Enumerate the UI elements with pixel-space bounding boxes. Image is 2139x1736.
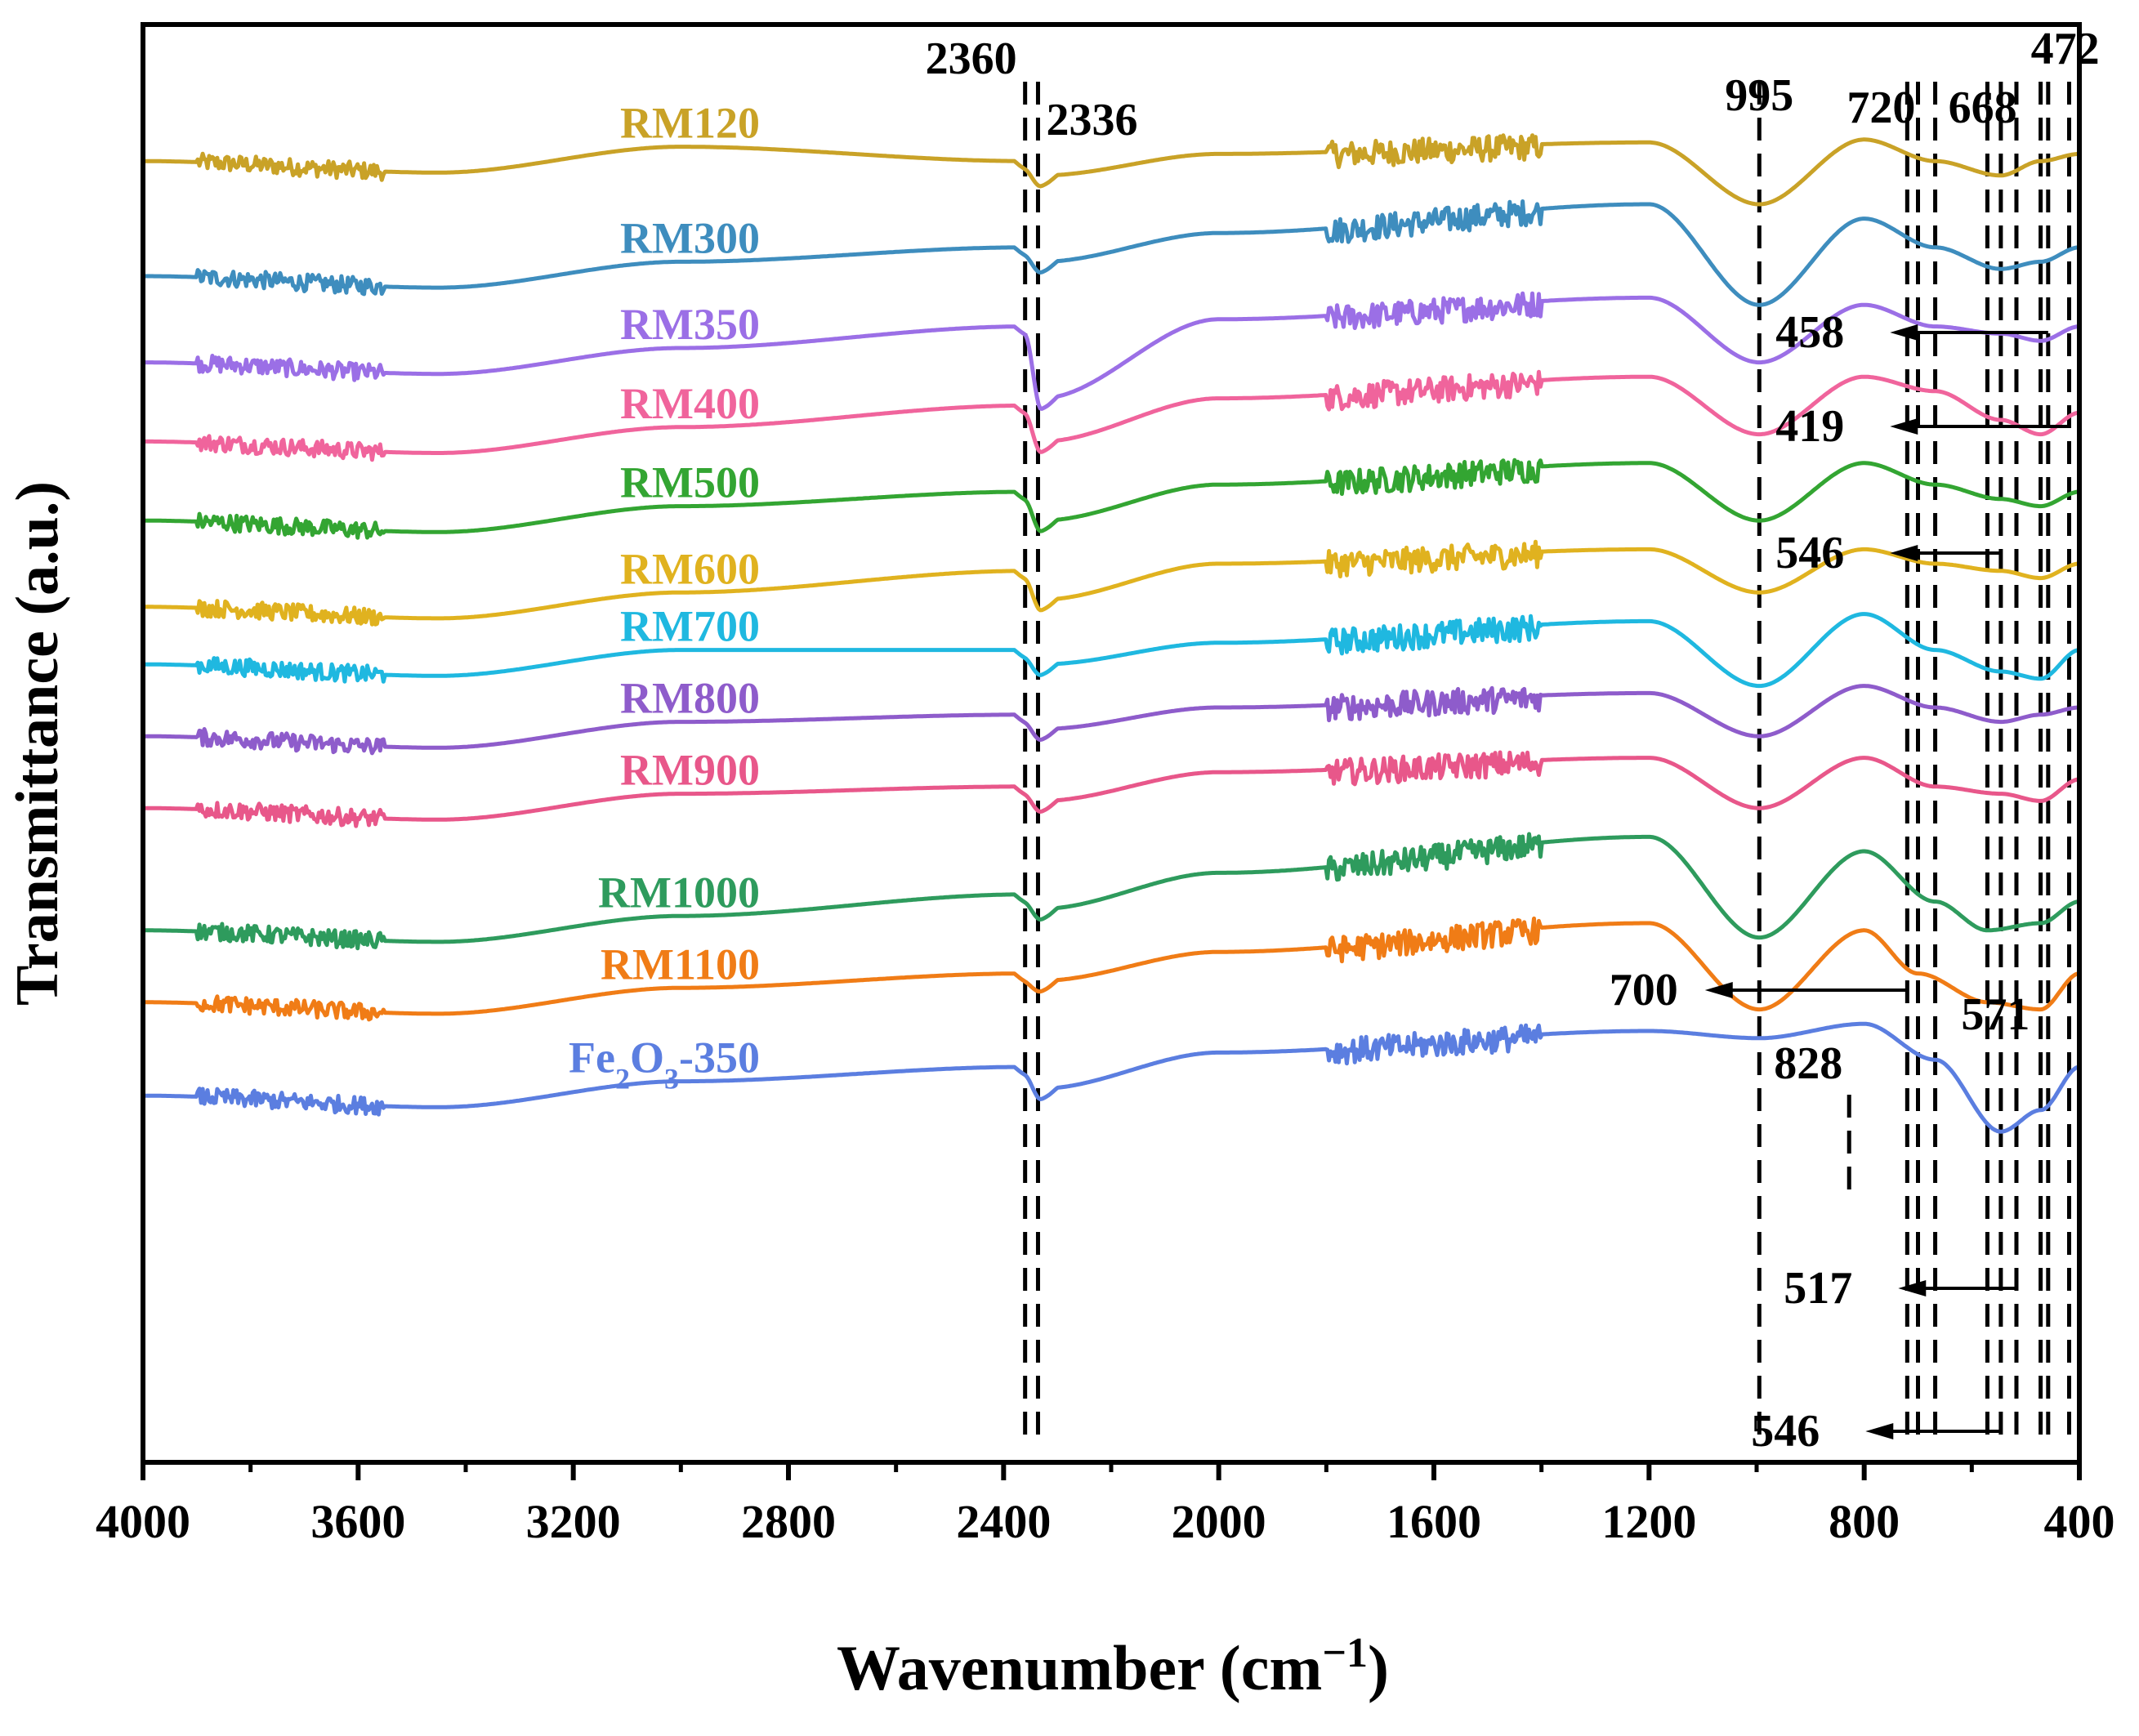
series-line-rm350 <box>142 291 2080 411</box>
peak-arrow-head-546 <box>1890 545 1918 561</box>
series-line-rm700 <box>142 612 2080 689</box>
peak-label-668: 668 <box>1949 83 2017 133</box>
series-labels: RM120 RM300 RM350 RM400 RM500 RM600 RM700 RM800… <box>569 99 760 1096</box>
peak-label-571: 571 <box>1961 989 2030 1040</box>
series-label: RM700 <box>620 602 760 651</box>
peak-label-546: 546 <box>1751 1406 1820 1457</box>
peak-label-2336: 2336 <box>1046 95 1137 145</box>
series-label: RM500 <box>620 458 760 507</box>
series-line-rm800 <box>142 684 2080 756</box>
series-line-fe2o3-350 <box>142 1021 2080 1134</box>
peak-label-546: 546 <box>1775 528 1844 578</box>
peak-arrow-head-419 <box>1890 418 1918 435</box>
x-tick-label: 2800 <box>741 1495 836 1548</box>
peak-label-458: 458 <box>1775 307 1844 358</box>
series-line-rm600 <box>142 539 2080 627</box>
x-axis-label-sup: −1 <box>1322 1630 1368 1676</box>
series-label: RM600 <box>620 544 760 593</box>
peak-label-419: 419 <box>1775 401 1844 452</box>
series-line-rm1000 <box>142 832 2080 951</box>
series-label: RM1100 <box>601 939 760 988</box>
peak-labels: 2360 2336 995 720 668 472 458 419 546 700 571 828 51… <box>926 24 2100 1457</box>
series-line-rm900 <box>142 750 2080 828</box>
peak-label-517: 517 <box>1784 1263 1852 1314</box>
series-label: RM400 <box>620 379 760 428</box>
series-label: RM1000 <box>598 868 760 917</box>
series-line-rm500 <box>142 457 2080 540</box>
series-label: RM350 <box>620 300 760 349</box>
peak-arrow-head-546 <box>1865 1423 1894 1439</box>
x-axis-label-main: Wavenumber (cm <box>837 1632 1322 1703</box>
peak-guide-lines <box>1023 82 2071 1438</box>
peak-arrow-head-517 <box>1898 1280 1927 1296</box>
x-tick-label: 1600 <box>1387 1495 1481 1548</box>
peak-arrow-head-458 <box>1890 324 1918 341</box>
series-label: RM120 <box>620 99 760 148</box>
x-tick-label: 3200 <box>526 1495 621 1548</box>
series-line-rm120 <box>142 133 2080 207</box>
x-tick-label: 1200 <box>1601 1495 1696 1548</box>
series-label: RM800 <box>620 674 760 723</box>
x-tick-label: 2400 <box>956 1495 1051 1548</box>
series-group <box>142 133 2080 1134</box>
series-line-rm300 <box>142 199 2080 307</box>
x-tick-label: 2000 <box>1172 1495 1266 1548</box>
series-line-rm400 <box>142 369 2080 462</box>
y-axis-label: Transmittance (a.u.) <box>4 481 71 1006</box>
peak-label-995: 995 <box>1725 70 1793 121</box>
x-tick-label: 4000 <box>96 1495 190 1548</box>
x-axis-label-close: ) <box>1368 1632 1389 1703</box>
peak-label-472: 472 <box>2031 24 2100 74</box>
peak-label-828: 828 <box>1774 1038 1842 1089</box>
peak-arrow-head-700 <box>1704 982 1733 998</box>
series-label: Fe2O3-350 <box>569 1033 760 1096</box>
peak-label-720: 720 <box>1847 83 1915 133</box>
x-axis-label: Wavenumber (cm−1) <box>837 1630 1389 1704</box>
peak-label-2360: 2360 <box>926 33 1017 84</box>
series-label: RM900 <box>620 746 760 795</box>
plot-frame <box>141 22 2082 1465</box>
series-label: RM300 <box>620 214 760 263</box>
x-tick-label: 400 <box>2044 1495 2115 1548</box>
x-tick-label: 800 <box>1829 1495 1900 1548</box>
axes-group: 4000 3600 3200 2800 2400 2000 1600 1200 800 400 <box>96 22 2115 1548</box>
x-tick-label: 3600 <box>310 1495 405 1548</box>
peak-label-700: 700 <box>1610 965 1678 1015</box>
series-line-rm1100 <box>142 916 2080 1022</box>
